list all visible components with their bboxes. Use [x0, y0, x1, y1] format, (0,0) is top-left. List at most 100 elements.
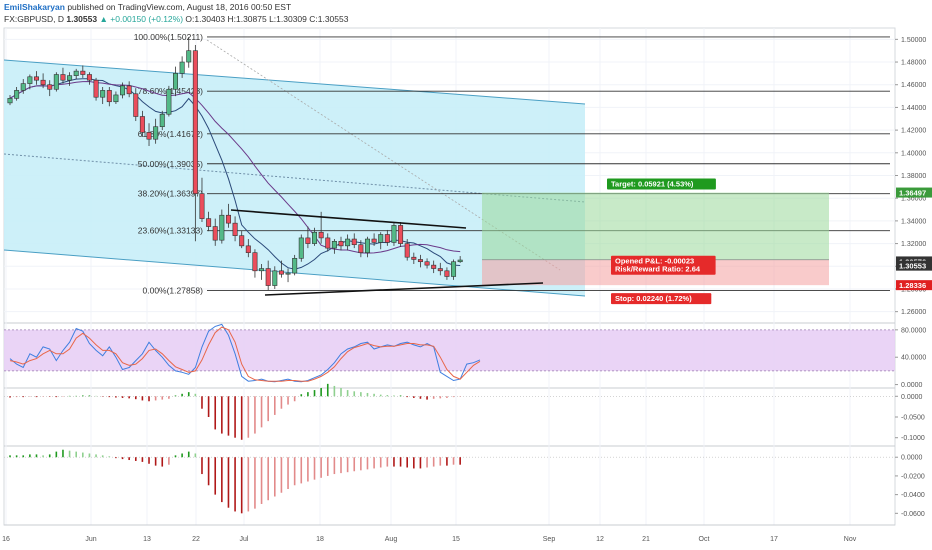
triangle-upper-trendline[interactable]	[230, 209, 467, 229]
price-tick-label: 1.32000	[901, 241, 926, 248]
candle	[298, 234, 304, 262]
candle-body	[120, 85, 126, 96]
candle	[33, 71, 39, 85]
candle-body	[14, 90, 20, 99]
candle	[391, 223, 397, 246]
candle-body	[391, 225, 397, 243]
candle-body	[126, 85, 132, 95]
candle-body	[179, 61, 185, 74]
price-change: +0.00150 (+0.12%)	[110, 14, 184, 24]
target-label: Target: 0.05921 (4.53%)	[611, 180, 694, 189]
candle-body	[457, 259, 463, 263]
oscillator-d-line	[9, 326, 481, 382]
candle	[259, 264, 265, 280]
stop-price-tag: 1.28336	[896, 280, 932, 291]
candle-body	[364, 238, 370, 253]
candle-body	[186, 50, 192, 63]
price-axis[interactable]: 1.50000 1.48000 1.46000 1.44000 1.42000 1.400…	[895, 37, 932, 316]
fib-level-label: 100.00%(1.50211)	[134, 32, 203, 42]
channel-upper	[4, 59, 586, 105]
time-tick-label: Aug	[385, 536, 398, 543]
candle-body	[40, 79, 46, 86]
price-tick-label: 1.38000	[901, 173, 926, 180]
candle	[245, 239, 251, 258]
profit-zone	[482, 192, 829, 260]
histogram-2-tick-label: 0.0000	[901, 455, 923, 462]
candle-body	[384, 234, 390, 243]
candle	[67, 72, 73, 86]
price-tick-label: 1.50000	[901, 37, 926, 44]
target-price-tag-bg	[896, 187, 932, 198]
candle	[133, 88, 139, 122]
candle-body	[272, 270, 278, 286]
candle-body	[173, 73, 179, 90]
last-price: 1.30553	[66, 14, 98, 24]
candle-body	[20, 83, 26, 91]
candle-body	[298, 237, 304, 259]
time-tick-label: 17	[770, 536, 778, 543]
candle	[139, 110, 145, 137]
candle	[457, 256, 463, 263]
triangle-lower-trendline[interactable]	[264, 282, 544, 296]
time-tick-label: 18	[316, 536, 324, 543]
candle	[120, 82, 126, 99]
candle-body	[318, 231, 324, 239]
candle-body	[265, 268, 271, 286]
candle	[358, 240, 364, 258]
candle-body	[153, 126, 159, 140]
candle	[86, 72, 92, 85]
target-label-bg	[607, 178, 716, 190]
candle-body	[113, 94, 119, 103]
candle	[153, 118, 159, 144]
candle	[80, 65, 86, 78]
price-tick-label: 1.34000	[901, 218, 926, 225]
histogram-1-tick-label: 0.0000	[901, 394, 923, 401]
pnl-label: Opened P&L: -0.00023	[615, 257, 694, 266]
candle-body	[133, 93, 139, 117]
histogram-2-tick-label: -0.0600	[901, 511, 925, 518]
candle-body	[86, 74, 92, 81]
price-tick-label: 1.26000	[901, 309, 926, 316]
histogram-2-tick-label: -0.0200	[901, 473, 925, 480]
candle-body	[404, 243, 410, 258]
candle-body	[166, 88, 172, 115]
candle-body	[73, 70, 79, 76]
candle-body	[7, 98, 13, 104]
candle	[206, 211, 212, 232]
time-tick-label: Jun	[85, 536, 96, 543]
time-tick-label: 12	[596, 536, 604, 543]
price-tick-label: 1.40000	[901, 150, 926, 157]
candle-body	[146, 132, 152, 140]
histogram-2-tick-label: -0.0400	[901, 492, 925, 499]
candle-body	[106, 90, 112, 103]
stop-price-tag-label: 1.28336	[899, 281, 926, 290]
author-link[interactable]: EmilShakaryan	[4, 2, 65, 12]
candle-body	[351, 238, 357, 246]
histogram-1-tick-label: -0.1000	[901, 435, 925, 442]
time-axis[interactable]: 16 Jun 13 22 Jul 18 Aug 15 Sep 12 21 Oct 17 Nov	[2, 524, 895, 543]
oscillator-pane: 80.0000 40.0000 0.0000	[4, 323, 926, 389]
oscillator-tick-label: 80.0000	[901, 327, 926, 334]
candle-body	[206, 218, 212, 227]
candle	[384, 229, 390, 246]
candle-body	[345, 238, 351, 247]
long-position-tool[interactable]: Target: 0.05921 (4.53%) Opened P&L: -0.00…	[482, 178, 829, 305]
candle-body	[331, 241, 337, 249]
publish-info: published on TradingView.com, August 18,…	[67, 2, 292, 12]
candle-body	[358, 244, 364, 253]
candle-body	[53, 74, 59, 90]
candle-body	[219, 214, 225, 241]
candle	[325, 233, 331, 252]
candle-body	[371, 238, 377, 243]
candle	[411, 252, 417, 264]
target-price-tag-label: 1.36497	[899, 189, 926, 198]
candle	[20, 79, 26, 94]
candle-body	[424, 261, 430, 266]
fib-level-label: 23.60%(1.33133)	[138, 226, 203, 236]
candle-body	[312, 231, 318, 244]
candle-body	[278, 270, 284, 275]
candle	[424, 258, 430, 269]
candle-body	[67, 75, 73, 81]
price-tick-label: 1.46000	[901, 82, 926, 89]
